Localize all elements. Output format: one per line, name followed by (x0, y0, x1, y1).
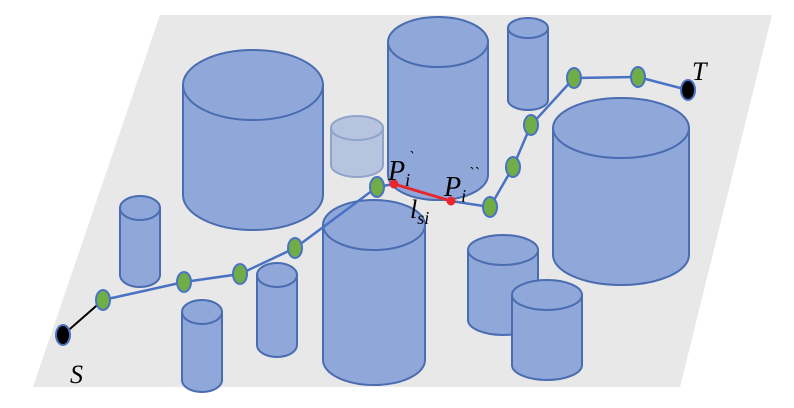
start-node (55, 324, 71, 346)
p-double-prime-label: Pi`` (443, 165, 479, 206)
waypoint-node (287, 237, 303, 259)
cylinder-obstacle (182, 49, 324, 231)
cylinder-obstacle (552, 97, 690, 286)
waypoint-node (505, 156, 521, 178)
target-label: T (692, 57, 708, 86)
waypoint-node (566, 67, 582, 89)
start-label: S (70, 360, 83, 389)
waypoint-node (482, 196, 498, 218)
segment-label: lsi (410, 195, 429, 228)
p-prime-label: Pi` (387, 149, 414, 190)
waypoint-node (232, 263, 248, 285)
waypoint-node (523, 114, 539, 136)
obstacles (119, 16, 690, 393)
highlighted-segment (393, 182, 452, 203)
cylinder-obstacle (119, 195, 161, 288)
cylinder-obstacle (511, 279, 583, 381)
cylinder-obstacle (256, 262, 298, 358)
target-node (680, 79, 696, 101)
waypoint-node (630, 66, 646, 88)
segment-endpoint (389, 179, 399, 189)
waypoint-node (369, 176, 385, 198)
segment-endpoint (446, 196, 456, 206)
cylinder-obstacle (330, 115, 384, 178)
waypoint-node (95, 289, 111, 311)
waypoint-node (176, 271, 192, 293)
cylinder-obstacle (322, 199, 426, 386)
cylinder-obstacle (387, 16, 489, 201)
cylinder-obstacle (181, 299, 223, 393)
route (55, 66, 696, 346)
cylinder-obstacle (507, 17, 549, 111)
